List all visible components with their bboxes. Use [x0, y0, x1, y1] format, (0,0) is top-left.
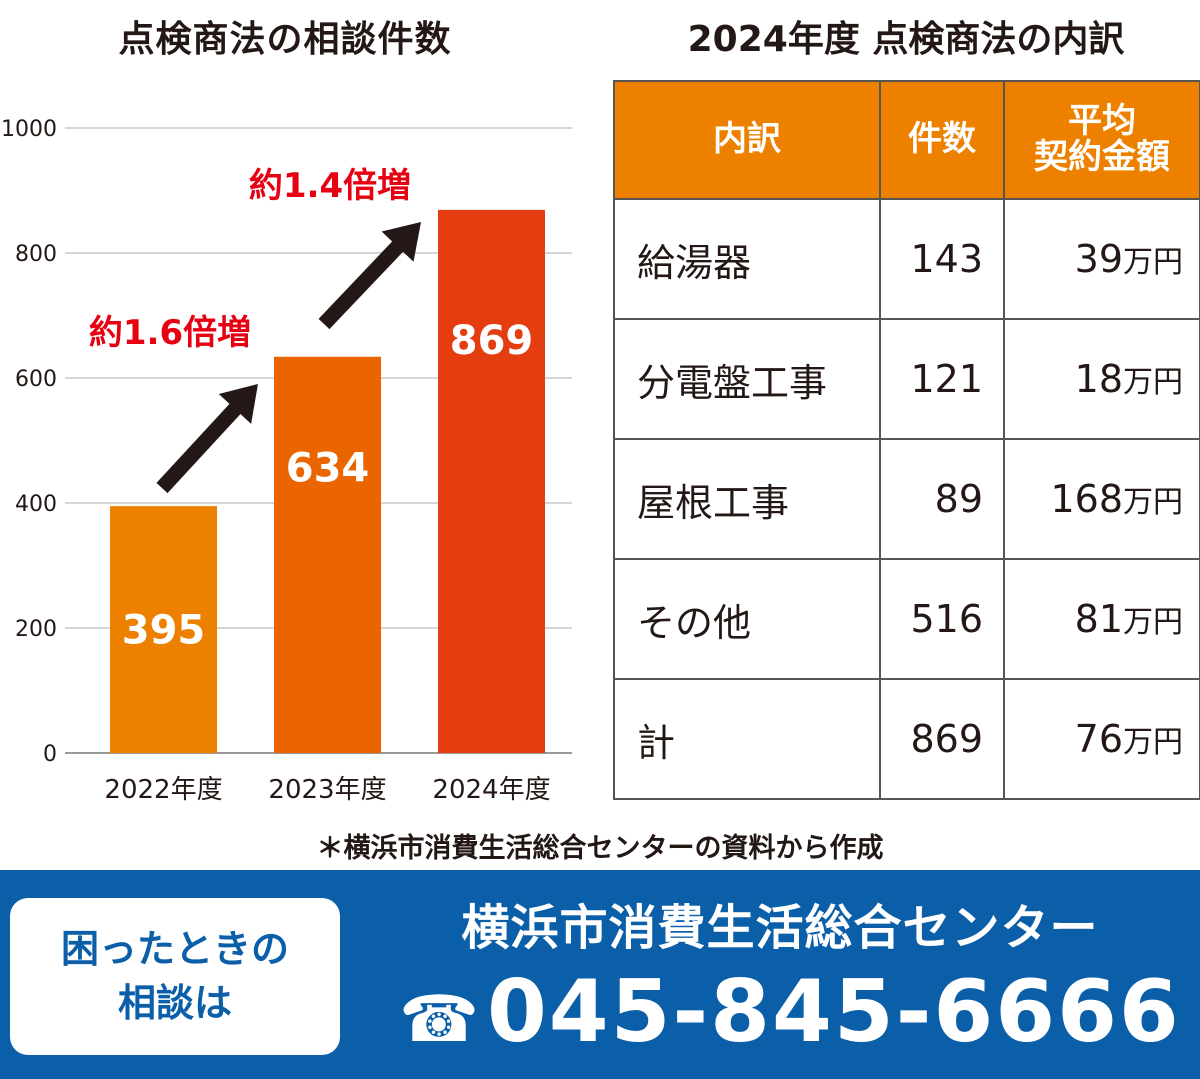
- phone-icon: ☎: [399, 983, 481, 1057]
- row-item: 屋根工事: [613, 438, 881, 560]
- table-row: その他 516 81万円: [613, 558, 1200, 680]
- arrow-head: [381, 222, 421, 262]
- y-tick-label: 400: [15, 492, 57, 517]
- row-amount: 39万円: [1003, 198, 1200, 320]
- header-amount: 平均 契約金額: [1003, 80, 1200, 200]
- bar: [438, 209, 545, 753]
- bar-chart: 0 200 400 600 800 1000 395 2022年度 634 2023年度 869 20…: [1, 117, 572, 805]
- amount-unit: 万円: [1123, 725, 1183, 760]
- x-tick-label: 2024年度: [432, 775, 550, 805]
- row-count: 121: [879, 318, 1005, 440]
- arrow-shaft: [318, 237, 408, 330]
- arrow-head: [218, 384, 258, 424]
- row-count: 516: [879, 558, 1005, 680]
- bar: [274, 356, 381, 753]
- arrow-shaft: [156, 399, 245, 494]
- row-count: 143: [879, 198, 1005, 320]
- chart-title: 点検商法の相談件数: [118, 19, 452, 60]
- table-header-row: 内訳 件数 平均 契約金額: [613, 80, 1200, 200]
- source-note: ＊横浜市消費生活総合センターの資料から作成: [316, 833, 884, 864]
- y-tick-label: 600: [15, 367, 57, 392]
- bar-value-label: 634: [286, 446, 370, 492]
- amount-unit: 万円: [1123, 605, 1183, 640]
- help-line1: 困ったときの: [60, 927, 289, 972]
- header-count: 件数: [879, 80, 1005, 200]
- row-count: 89: [879, 438, 1005, 560]
- row-item: 計: [613, 678, 881, 800]
- y-tick-label: 0: [43, 742, 57, 767]
- amount-unit: 万円: [1123, 365, 1183, 400]
- row-amount: 81万円: [1003, 558, 1200, 680]
- footer-banner: 困ったときの 相談は 横浜市消費生活総合センター ☎045-845-6666: [0, 870, 1200, 1079]
- x-tick-label: 2023年度: [268, 775, 386, 805]
- amount-value: 76: [1074, 717, 1123, 761]
- x-tick-label: 2022年度: [104, 775, 222, 805]
- help-box: 困ったときの 相談は: [10, 898, 340, 1055]
- header-amount-line1: 平均: [1068, 101, 1136, 142]
- help-line2: 相談は: [117, 980, 232, 1025]
- table-row: 分電盤工事 121 18万円: [613, 318, 1200, 440]
- row-amount: 76万円: [1003, 678, 1200, 800]
- amount-value: 39: [1074, 237, 1123, 281]
- amount-value: 81: [1074, 597, 1123, 641]
- amount-value: 18: [1074, 357, 1123, 401]
- amount-unit: 万円: [1123, 245, 1183, 280]
- row-item: 分電盤工事: [613, 318, 881, 440]
- row-amount: 168万円: [1003, 438, 1200, 560]
- row-amount: 18万円: [1003, 318, 1200, 440]
- phone-digits: 045-845-6666: [486, 962, 1181, 1062]
- growth-annotation: 約1.6倍増: [89, 313, 251, 353]
- table-title: 2024年度 点検商法の内訳: [687, 19, 1125, 60]
- table-row: 屋根工事 89 168万円: [613, 438, 1200, 560]
- breakdown-table: 内訳 件数 平均 契約金額 給湯器 143 39万円 分電盤工事 121 18万…: [613, 80, 1200, 800]
- row-count: 869: [879, 678, 1005, 800]
- header-amount-line2: 契約金額: [1034, 137, 1170, 177]
- amount-value: 168: [1050, 477, 1123, 521]
- center-name: 横浜市消費生活総合センター: [461, 900, 1099, 956]
- table-row-total: 計 869 76万円: [613, 678, 1200, 800]
- row-item: その他: [613, 558, 881, 680]
- phone-number[interactable]: ☎045-845-6666: [380, 962, 1200, 1062]
- y-tick-label: 1000: [1, 117, 57, 142]
- growth-annotation: 約1.4倍増: [249, 166, 411, 206]
- bar: [110, 506, 217, 753]
- bar-value-label: 869: [450, 318, 534, 364]
- y-tick-label: 800: [15, 242, 57, 267]
- amount-unit: 万円: [1123, 485, 1183, 520]
- header-item: 内訳: [613, 80, 881, 200]
- table-row: 給湯器 143 39万円: [613, 198, 1200, 320]
- bar-value-label: 395: [122, 608, 206, 654]
- y-tick-label: 200: [15, 617, 57, 642]
- row-item: 給湯器: [613, 198, 881, 320]
